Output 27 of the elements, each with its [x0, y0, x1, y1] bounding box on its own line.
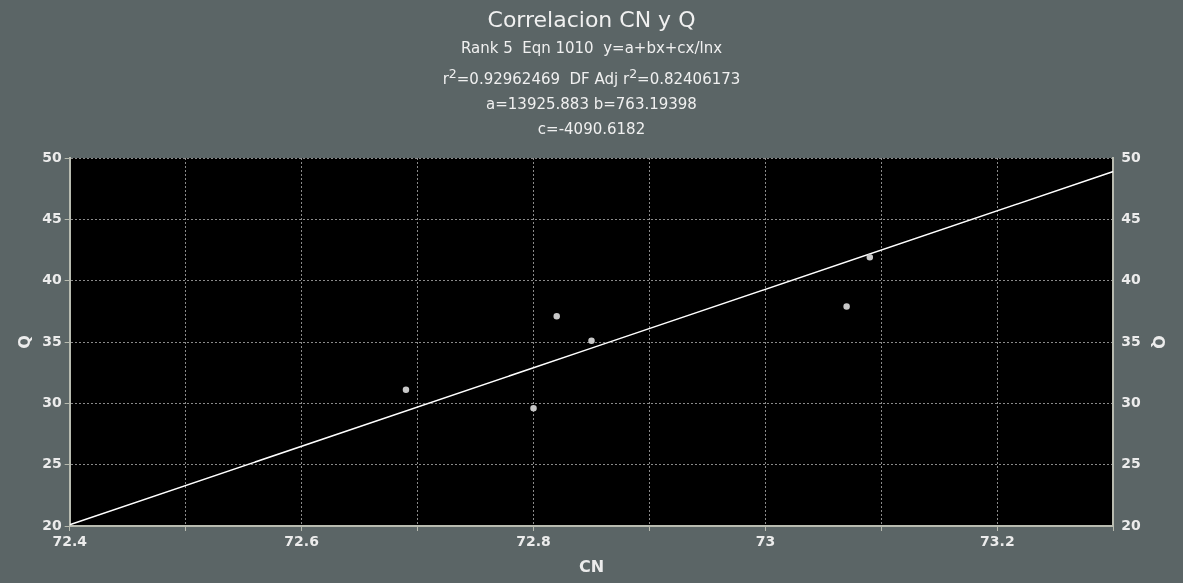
- y-tick-label: 25: [42, 455, 62, 472]
- y-tick-label: 20: [42, 516, 62, 533]
- x-tick-label: 73: [755, 533, 776, 550]
- y-tick-label: 40: [42, 271, 62, 288]
- x-tick-label: 73.2: [980, 533, 1015, 550]
- y2-tick-label: 50: [1121, 148, 1142, 165]
- x-tick-label: 72.4: [52, 533, 88, 550]
- y2-tick-label: 30: [1121, 393, 1142, 410]
- y2-tick-label: 25: [1121, 455, 1141, 472]
- y-axis-title: Q: [14, 335, 34, 349]
- chart-title: Correlacion CN y Q: [486, 6, 697, 34]
- text: a=13925.883 b=763.19398: [485, 94, 698, 115]
- x-axis-title: CN: [578, 556, 605, 576]
- text: c=-4090.6182: [536, 119, 647, 140]
- text: r$^{2}$=0.92962469 DF Adj r$^{2}$=0.82406173: [441, 65, 742, 90]
- y2-tick-label: 35: [1121, 332, 1141, 349]
- x-tick-label: 72.6: [284, 533, 319, 550]
- y2-tick-label: 45: [1121, 209, 1141, 226]
- y2-tick-label: 20: [1121, 516, 1142, 533]
- x-tick-label: 72.8: [516, 533, 551, 550]
- y-tick-label: 30: [42, 393, 62, 410]
- y-tick-label: 50: [42, 148, 62, 165]
- y2-axis-title: Q: [1149, 335, 1169, 349]
- chart-subtitle: Rank 5 Eqn 1010 y=a+bx+cx/lnx: [459, 38, 724, 59]
- y-tick-label: 35: [42, 332, 62, 349]
- y-tick-label: 45: [42, 209, 62, 226]
- y2-tick-label: 40: [1121, 271, 1142, 288]
